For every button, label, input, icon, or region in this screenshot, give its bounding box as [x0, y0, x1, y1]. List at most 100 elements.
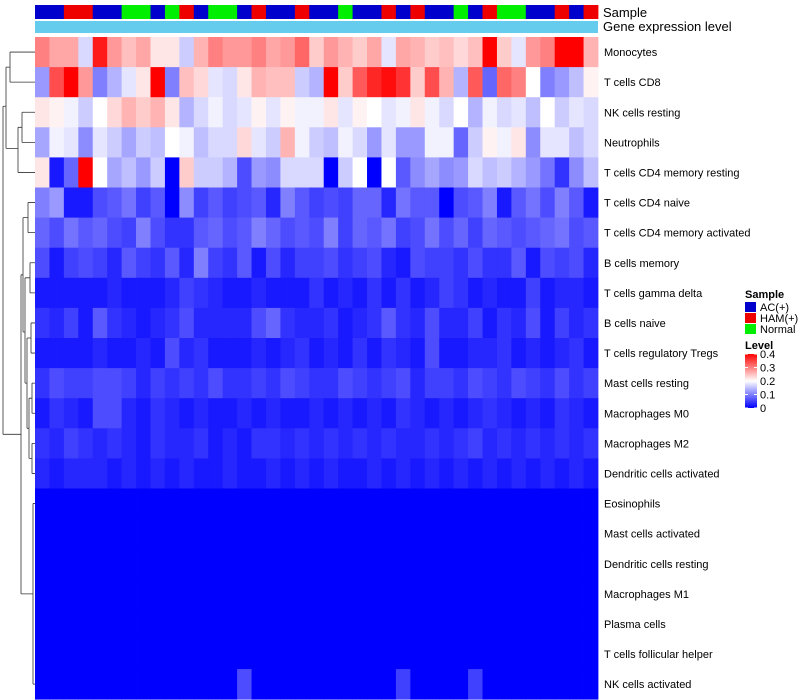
heatmap-cell	[49, 608, 65, 640]
heatmap-cell	[439, 67, 455, 98]
heatmap-cell	[222, 127, 238, 158]
heatmap-cell	[136, 187, 151, 218]
heatmap-cell	[136, 67, 151, 98]
heatmap-cell	[193, 217, 209, 249]
heatmap-cell	[482, 277, 498, 309]
heatmap-cell	[496, 548, 512, 580]
heatmap-cell	[136, 127, 151, 158]
expression-annotation-label: Gene expression level	[603, 19, 732, 34]
heatmap-cell	[107, 277, 123, 309]
heatmap-cell	[352, 127, 368, 158]
heatmap-cell	[309, 127, 325, 158]
heatmap-cell	[107, 247, 123, 279]
heatmap-cell	[150, 398, 166, 429]
heatmap-cell	[309, 187, 325, 218]
row-label: Macrophages M2	[604, 438, 689, 450]
heatmap-cell	[49, 338, 65, 369]
heatmap-cell	[92, 368, 108, 399]
heatmap-cell	[496, 307, 512, 339]
heatmap-cell	[569, 97, 584, 128]
heatmap-cell	[540, 458, 556, 489]
heatmap-cell	[439, 127, 455, 158]
heatmap-cell	[583, 157, 599, 188]
heatmap-cell	[92, 578, 108, 610]
heatmap-cell	[35, 608, 50, 640]
heatmap-cell	[309, 247, 325, 279]
heatmap-cell	[222, 639, 238, 670]
heatmap-cell	[323, 398, 339, 429]
sample-cell	[540, 5, 556, 19]
heatmap-cell	[309, 428, 325, 459]
heatmap-cell	[193, 338, 209, 369]
heatmap-cell	[63, 338, 79, 369]
heatmap-cell	[309, 578, 325, 610]
heatmap-cell	[395, 277, 411, 309]
heatmap-cell	[280, 608, 296, 640]
heatmap-cell	[511, 97, 527, 128]
heatmap-cell	[569, 639, 584, 670]
heatmap-cell	[367, 368, 382, 399]
heatmap-cell	[294, 217, 310, 249]
heatmap-cell	[193, 548, 209, 580]
heatmap-cell	[193, 608, 209, 640]
heatmap-cell	[107, 398, 123, 429]
heatmap-cell	[468, 338, 483, 369]
heatmap-cell	[78, 639, 94, 670]
heatmap-cell	[554, 187, 570, 218]
heatmap-cell	[468, 458, 483, 489]
heatmap-cell	[381, 307, 397, 339]
heatmap-cell	[150, 368, 166, 399]
sample-legend-label: AC(+)	[760, 302, 789, 314]
row-label: Dendritic cells resting	[604, 559, 709, 571]
heatmap-cell	[381, 277, 397, 309]
heatmap-cell	[424, 458, 440, 489]
heatmap-cell	[92, 398, 108, 429]
heatmap-cell	[63, 639, 79, 670]
heatmap-cell	[338, 488, 353, 519]
heatmap-cell	[179, 669, 195, 700]
heatmap-cell	[453, 277, 469, 309]
heatmap-cell	[78, 127, 94, 158]
heatmap-cell	[352, 97, 368, 128]
heatmap-cell	[92, 488, 108, 519]
heatmap-cell	[294, 338, 310, 369]
heatmap-cell	[323, 97, 339, 128]
heatmap-cell	[136, 608, 151, 640]
heatmap-cell	[251, 217, 267, 249]
heatmap-cell	[63, 368, 79, 399]
heatmap-cell	[482, 458, 498, 489]
heatmap-cell	[468, 187, 483, 218]
heatmap-cell	[352, 488, 368, 519]
heatmap-cell	[121, 157, 137, 188]
heatmap-cell	[265, 368, 281, 399]
row-label: Macrophages M1	[604, 589, 689, 601]
heatmap-cell	[222, 488, 238, 519]
heatmap-cell	[49, 428, 65, 459]
heatmap-cell	[208, 639, 224, 670]
level-tick-label: 0.2	[760, 376, 775, 388]
heatmap-cell	[237, 458, 252, 489]
heatmap-cell	[222, 187, 238, 218]
heatmap-cell	[78, 428, 94, 459]
heatmap-cell	[453, 307, 469, 339]
heatmap-cell	[554, 458, 570, 489]
heatmap-cell	[439, 518, 455, 550]
heatmap-cell	[323, 127, 339, 158]
heatmap-cell	[352, 639, 368, 670]
heatmap-cell	[35, 639, 50, 670]
sample-cell	[352, 5, 368, 19]
heatmap-cell	[540, 639, 556, 670]
sample-cell	[468, 5, 483, 19]
heatmap-cell	[439, 548, 455, 580]
heatmap-cell	[554, 518, 570, 550]
heatmap-cell	[540, 518, 556, 550]
heatmap-cell	[323, 608, 339, 640]
heatmap-cell	[525, 157, 541, 188]
heatmap-cell	[424, 307, 440, 339]
heatmap-cell	[107, 67, 123, 98]
heatmap-cell	[453, 97, 469, 128]
heatmap-cell	[179, 398, 195, 429]
heatmap-cell	[453, 639, 469, 670]
heatmap-cell	[136, 639, 151, 670]
heatmap-cell	[525, 639, 541, 670]
